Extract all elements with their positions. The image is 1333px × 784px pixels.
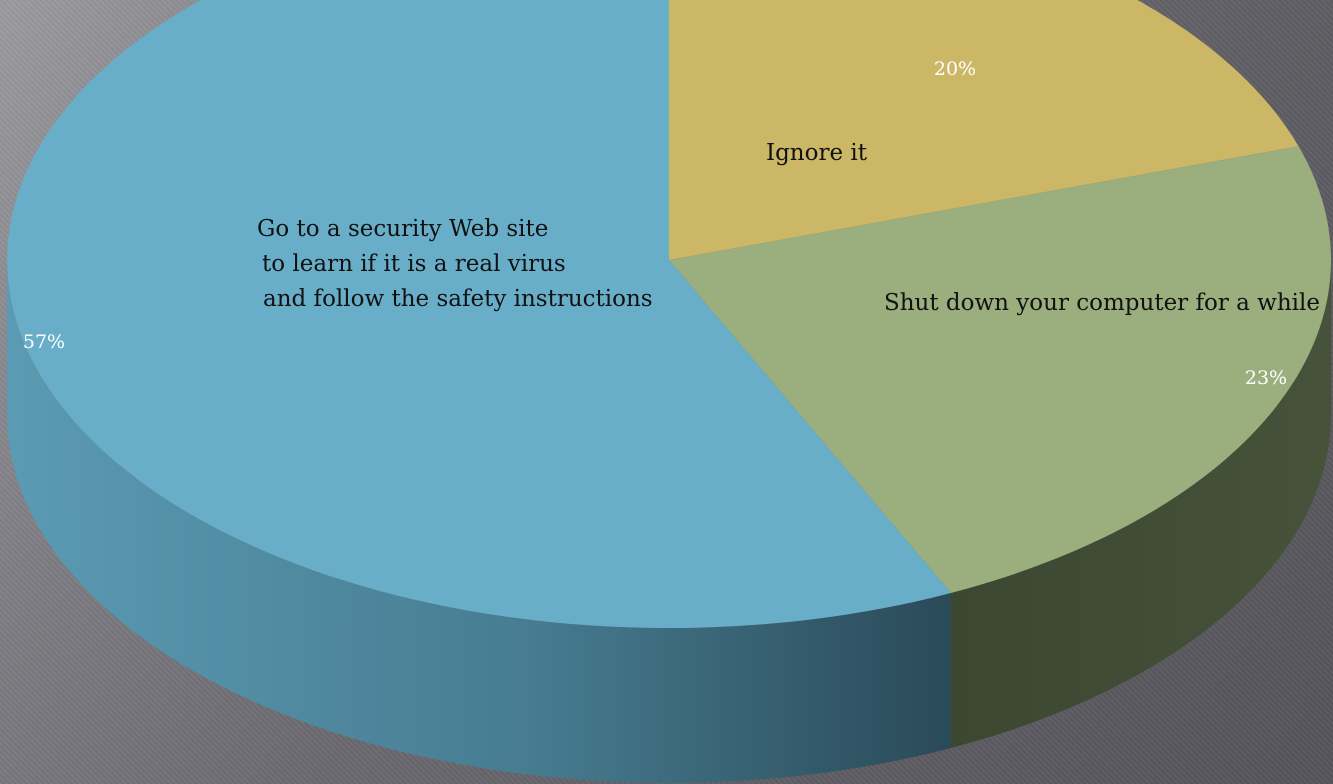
- slice-percent-label-2: 23%: [1245, 367, 1287, 389]
- pie-side-walls: [6, 260, 1331, 784]
- slice-category-label-3: Go to a security Web site to learn if it …: [257, 216, 653, 312]
- pie-labels: Ignore it 20% Shut down your computer for …: [23, 58, 1320, 389]
- pie-slice-3: [7, 0, 951, 628]
- pie-slice-2: [669, 146, 1332, 594]
- pie-slice-1: [669, 0, 1299, 260]
- slice-percent-label-3: 57%: [23, 331, 65, 353]
- slice-category-label-2: Shut down your computer for a while: [884, 290, 1320, 316]
- slice-category-label-1: Ignore it: [766, 140, 868, 166]
- pie-slice-side-2: [950, 260, 1331, 748]
- slice-percent-label-1: 20%: [934, 58, 976, 80]
- pie-slice-side-3: [6, 260, 951, 784]
- pie-top-faces: [7, 0, 1332, 628]
